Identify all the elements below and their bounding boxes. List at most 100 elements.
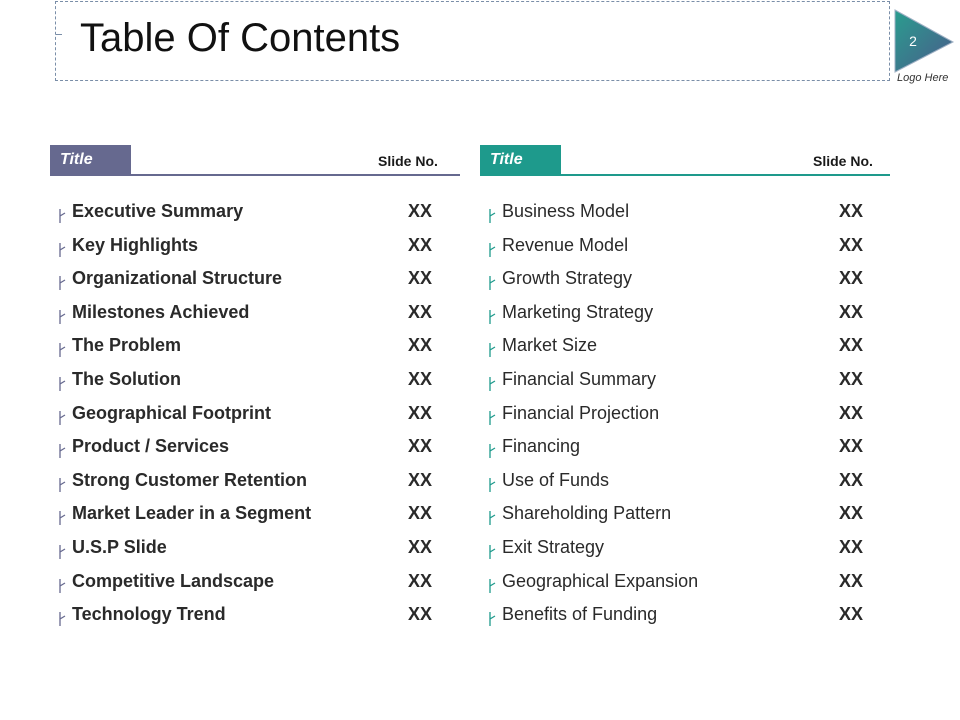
toc-row: Executive Summary XX <box>50 200 460 234</box>
toc-row: Growth Strategy XX <box>480 267 890 301</box>
bullet-arrow-icon <box>489 611 497 627</box>
toc-item-label: Exit Strategy <box>502 536 605 557</box>
bullet-arrow-icon <box>489 242 497 258</box>
toc-row: Revenue Model XX <box>480 234 890 268</box>
toc-row: Financial Projection XX <box>480 402 890 436</box>
toc-item-label: Revenue Model <box>502 234 629 255</box>
page-title: Table Of Contents <box>80 16 401 60</box>
toc-slide-number: XX <box>408 268 433 289</box>
toc-slide-number: XX <box>839 335 864 356</box>
column-header-rule <box>50 174 460 176</box>
toc-slide-number: XX <box>839 268 864 289</box>
bullet-arrow-icon <box>489 578 497 594</box>
bullet-arrow-icon <box>489 544 497 560</box>
bullet-arrow-icon <box>59 242 67 258</box>
toc-item-label: Product / Services <box>72 436 230 457</box>
toc-list: Business Model XX Revenue Model XX Growth St… <box>480 200 890 637</box>
toc-item-label: Financial Summary <box>502 368 657 389</box>
toc-item-label: U.S.P Slide <box>72 536 167 557</box>
slide-no-header: Slide No. <box>813 153 873 169</box>
toc-item-label: Executive Summary <box>72 201 244 221</box>
toc-row: The Solution XX <box>50 368 460 402</box>
toc-row: Strong Customer Retention XX <box>50 469 460 503</box>
bullet-arrow-icon <box>489 342 497 358</box>
toc-item-label: Market Leader in a Segment <box>72 503 312 524</box>
logo-placeholder: Logo Here <box>897 72 949 84</box>
toc-column-left: Title Slide No. Executive Summary XX Key H… <box>50 145 460 637</box>
toc-row: U.S.P Slide XX <box>50 536 460 570</box>
toc-slide-number: XX <box>408 201 433 221</box>
bullet-arrow-icon <box>59 611 67 627</box>
toc-item-label: The Solution <box>72 368 181 389</box>
toc-row: Market Size XX <box>480 334 890 368</box>
toc-row: Market Leader in a Segment XX <box>50 502 460 536</box>
toc-row: Geographical Expansion XX <box>480 570 890 604</box>
toc-item-label: Benefits of Funding <box>502 604 658 625</box>
toc-slide-number: XX <box>408 469 433 490</box>
toc-slide-number: XX <box>408 570 433 591</box>
bullet-arrow-icon <box>59 477 67 493</box>
column-title-tab: Title <box>480 145 561 175</box>
toc-row: Shareholding Pattern XX <box>480 502 890 536</box>
toc-row: Marketing Strategy XX <box>480 301 890 335</box>
toc-row: Financial Summary XX <box>480 368 890 402</box>
toc-column-right: Title Slide No. Business Model XX Revenue … <box>480 145 890 637</box>
toc-slide-number: XX <box>408 604 433 625</box>
page-marker-triangle-icon <box>894 9 955 73</box>
toc-row: Product / Services XX <box>50 435 460 469</box>
bullet-arrow-icon <box>489 309 497 325</box>
bullet-arrow-icon <box>59 544 67 560</box>
toc-row: Milestones Achieved XX <box>50 301 460 335</box>
toc-item-label: Milestones Achieved <box>72 301 250 322</box>
toc-slide-number: XX <box>408 536 433 557</box>
toc-slide-number: XX <box>408 436 433 457</box>
toc-item-label: Financing <box>502 436 581 457</box>
bullet-arrow-icon <box>59 510 67 526</box>
bullet-arrow-icon <box>59 410 67 426</box>
bullet-arrow-icon <box>489 443 497 459</box>
toc-item-label: Financial Projection <box>502 402 660 423</box>
toc-item-label: Geographical Footprint <box>72 402 272 423</box>
bullet-arrow-icon <box>59 208 67 224</box>
toc-item-label: Geographical Expansion <box>502 570 699 591</box>
toc-item-label: Key Highlights <box>72 234 199 255</box>
toc-slide-number: XX <box>408 368 433 389</box>
toc-slide-number: XX <box>408 335 433 356</box>
toc-slide-number: XX <box>839 536 864 557</box>
column-header: Title Slide No. <box>480 145 890 176</box>
bullet-arrow-icon <box>59 578 67 594</box>
toc-row: Competitive Landscape XX <box>50 570 460 604</box>
page-number: 2 <box>909 33 917 49</box>
bullet-arrow-icon <box>59 443 67 459</box>
column-header: Title Slide No. <box>50 145 460 176</box>
toc-slide-number: XX <box>839 604 864 625</box>
toc-item-label: Shareholding Pattern <box>502 503 672 524</box>
toc-slide-number: XX <box>408 402 433 423</box>
bullet-arrow-icon <box>59 376 67 392</box>
column-header-rule <box>480 174 890 176</box>
bullet-arrow-icon <box>489 275 497 291</box>
toc-slide-number: XX <box>408 301 433 322</box>
toc-row: Financing XX <box>480 435 890 469</box>
toc-slide-number: XX <box>839 469 864 490</box>
toc-item-label: Growth Strategy <box>502 268 633 289</box>
toc-item-label: Market Size <box>502 335 598 356</box>
bullet-arrow-icon <box>59 309 67 325</box>
toc-slide-number: XX <box>839 368 864 389</box>
toc-row: Geographical Footprint XX <box>50 402 460 436</box>
bullet-arrow-icon <box>489 410 497 426</box>
toc-item-label: Organizational Structure <box>72 268 283 289</box>
toc-item-label: Use of Funds <box>502 469 610 490</box>
toc-row: Use of Funds XX <box>480 469 890 503</box>
toc-row: Benefits of Funding XX <box>480 603 890 637</box>
slide-no-header: Slide No. <box>378 153 438 169</box>
toc-slide-number: XX <box>408 234 433 255</box>
toc-slide-number: XX <box>839 436 864 457</box>
toc-row: The Problem XX <box>50 334 460 368</box>
toc-item-label: The Problem <box>72 335 182 356</box>
title-frame <box>55 1 890 81</box>
toc-slide-number: XX <box>839 503 864 524</box>
toc-slide-number: XX <box>839 234 864 255</box>
toc-row: Business Model XX <box>480 200 890 234</box>
toc-item-label: Strong Customer Retention <box>72 469 308 490</box>
